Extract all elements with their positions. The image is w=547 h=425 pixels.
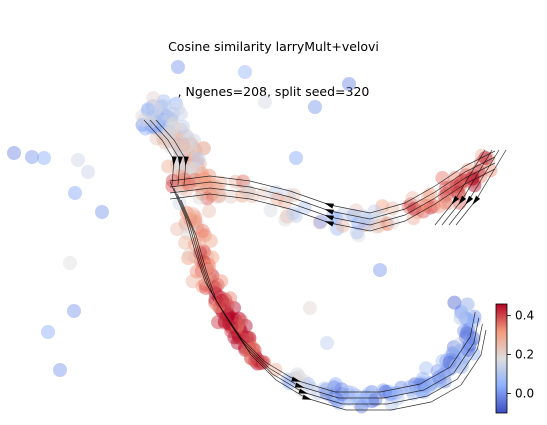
cell-point <box>354 394 368 408</box>
cell-point <box>71 153 85 167</box>
velocity-arrowhead <box>472 196 480 205</box>
colorbar-tick-label: 0.4 <box>515 309 534 323</box>
cell-point <box>318 381 332 395</box>
cell-point <box>193 191 207 205</box>
cell-point <box>416 199 430 213</box>
cell-point <box>356 209 370 223</box>
cell-point <box>68 186 82 200</box>
cell-point <box>278 213 292 227</box>
cell-point <box>37 151 51 165</box>
velocity-arrowhead <box>324 203 334 209</box>
cell-point <box>202 204 216 218</box>
cell-point <box>171 60 185 74</box>
colorbar-tick-label: 0.2 <box>515 348 534 362</box>
colorbar-tick-label: 0.0 <box>515 387 534 401</box>
cell-point <box>81 165 95 179</box>
cell-point <box>197 172 211 186</box>
cell-point <box>461 297 475 311</box>
cell-point <box>238 65 252 79</box>
cell-point <box>67 304 81 318</box>
cell-point <box>177 138 191 152</box>
cell-point <box>41 325 55 339</box>
cell-point <box>7 146 21 160</box>
cell-point <box>203 267 217 281</box>
cell-point <box>63 256 77 270</box>
cell-point <box>25 150 39 164</box>
colorbar: 0.4 0.2 0.0 <box>496 304 534 413</box>
cell-point <box>373 263 387 277</box>
cell-point <box>454 311 468 325</box>
colorbar-gradient <box>496 304 507 413</box>
cell-point <box>53 363 67 377</box>
cell-point <box>320 336 334 350</box>
cell-point <box>342 77 356 91</box>
cell-point <box>258 95 272 109</box>
cell-point <box>289 151 303 165</box>
cell-point <box>204 234 218 248</box>
cell-point <box>369 393 383 407</box>
cell-point <box>95 205 109 219</box>
cell-point <box>447 296 461 310</box>
cell-point <box>303 301 317 315</box>
cell-point <box>137 113 151 127</box>
cell-point <box>246 341 260 355</box>
cell-point <box>174 107 188 121</box>
cell-point <box>386 215 400 229</box>
cell-points <box>7 60 497 413</box>
cell-point <box>432 370 446 384</box>
velocity-arrowhead <box>465 196 473 205</box>
cell-point <box>308 100 322 114</box>
